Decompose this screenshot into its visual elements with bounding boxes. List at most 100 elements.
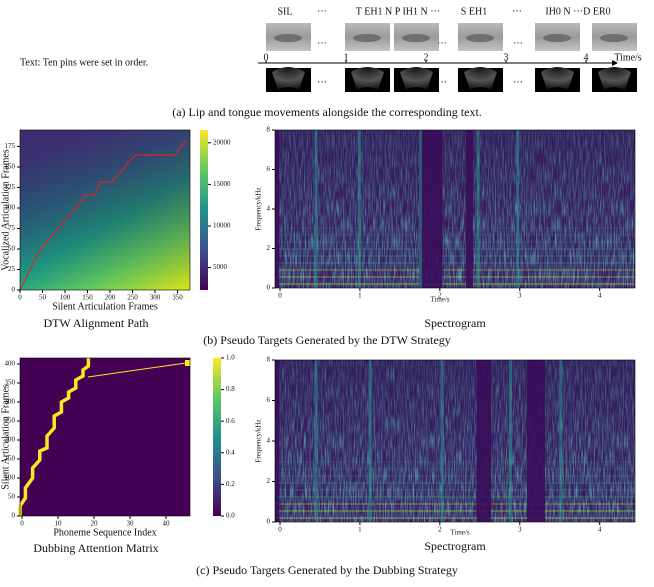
x-tick-label: 1	[358, 292, 362, 300]
onset-streak	[369, 360, 372, 522]
x-tick-label: 0	[18, 294, 22, 302]
y-tick-label: 0	[267, 284, 271, 292]
colorbar-tick-label: 10000	[213, 222, 231, 230]
colorbar-tick-label: 20000	[213, 138, 231, 146]
colorbar-tick-label: 0.8	[226, 385, 235, 393]
figure: Text: Ten pins were set in order. SIL ··· T…	[0, 0, 654, 582]
y-tick-label: 8	[267, 356, 271, 364]
x-tick-label: 1	[358, 526, 362, 534]
caption: (b) Pseudo Targets Generated by the DTW …	[203, 333, 450, 347]
time-tick-label: 1	[344, 52, 349, 63]
x-tick-label: 0	[20, 520, 24, 528]
time-tick-label: 3	[504, 52, 509, 63]
time-axis-label: Time/s	[614, 52, 642, 63]
x-tick-label: 4	[598, 526, 602, 534]
onset-streak	[358, 130, 361, 288]
silence-region	[419, 130, 442, 288]
subtitle: Spectrogram	[424, 316, 486, 330]
tongue-fan	[598, 67, 631, 90]
onset-streak	[441, 360, 444, 522]
image-separator: ···	[437, 38, 447, 49]
phoneme-label: T EH1 N P IH1 N ···	[356, 6, 440, 17]
colorbar-tick-label: 15000	[213, 180, 231, 188]
spectrogram-fade	[275, 130, 635, 288]
x-axis-label: Time/s	[450, 529, 469, 537]
x-axis-label: Phoneme Sequence Index	[53, 527, 156, 538]
lip-mouth	[353, 34, 381, 42]
y-tick-label: 4	[267, 205, 271, 213]
tongue-fan	[400, 67, 433, 90]
x-tick-label: 50	[39, 294, 47, 302]
text-label: Text: Ten pins were set in order.	[20, 57, 148, 68]
colorbar-tick-label: 5000	[213, 263, 228, 271]
phoneme-label: SIL	[278, 6, 293, 17]
tongue-fan	[541, 67, 574, 90]
onset-streak	[559, 360, 562, 522]
y-axis-label: Silent Articulation Frames	[0, 384, 11, 490]
y-tick-label: 4	[267, 437, 271, 445]
phoneme-label: ···	[317, 6, 327, 17]
onset-streak	[315, 360, 318, 522]
phoneme-label: ···	[512, 6, 522, 17]
lip-mouth	[274, 34, 302, 42]
y-tick-label: 2	[267, 244, 271, 252]
x-tick-label: 0	[278, 292, 282, 300]
onset-streak	[477, 130, 480, 288]
attention-end	[185, 360, 190, 366]
colorbar-tick-label: 0.6	[226, 417, 235, 425]
lip-mouth	[402, 34, 430, 42]
heatmap-shade	[20, 130, 190, 290]
spectrogram-fade	[275, 360, 635, 522]
y-tick-label: 0	[267, 518, 271, 526]
silence-region	[275, 130, 279, 288]
image-separator: ···	[513, 38, 523, 49]
tongue-fan	[351, 67, 384, 90]
x-tick-label: 3	[518, 292, 522, 300]
lip-mouth	[543, 34, 571, 42]
y-axis-label: Vocalized Articulation Frames	[0, 149, 11, 271]
x-axis-label: Time/s	[430, 296, 449, 304]
x-axis-label: Silent Articulation Frames	[52, 301, 158, 312]
y-tick-label: 175	[5, 142, 16, 150]
silence-region	[466, 130, 473, 288]
y-tick-label: 6	[267, 165, 271, 173]
y-tick-label: 0	[12, 286, 16, 294]
colorbar	[213, 358, 221, 516]
colorbar-tick-label: 1.0	[226, 354, 235, 362]
x-tick-label: 2	[438, 526, 442, 534]
lip-mouth	[466, 34, 494, 42]
onset-streak	[315, 130, 318, 288]
image-separator: ···	[317, 38, 327, 49]
phoneme-label: IH0 N ···D ER0	[545, 6, 610, 17]
x-tick-label: 350	[172, 294, 183, 302]
subtitle: Dubbing Attention Matrix	[33, 541, 158, 555]
x-tick-label: 3	[518, 526, 522, 534]
image-separator: ···	[437, 77, 447, 88]
colorbar-tick-label: 0.2	[226, 480, 235, 488]
x-tick-label: 0	[278, 526, 282, 534]
caption: (c) Pseudo Targets Generated by the Dubb…	[196, 563, 458, 577]
y-axis-label: Frequency/kHz	[255, 187, 263, 230]
onset-streak	[516, 130, 519, 288]
phoneme-label: S EH1	[461, 6, 487, 17]
colorbar	[200, 130, 208, 290]
onset-streak	[419, 130, 422, 288]
silence-region	[477, 360, 491, 522]
x-tick-label: 40	[163, 520, 171, 528]
subtitle: DTW Alignment Path	[43, 316, 148, 330]
image-separator: ···	[513, 77, 523, 88]
silence-region	[527, 360, 545, 522]
y-axis-label: Frequency/kHz	[255, 419, 263, 462]
colorbar-tick-label: 0.4	[226, 448, 235, 456]
y-tick-label: 50	[8, 493, 16, 501]
tongue-fan	[464, 67, 497, 90]
lip-mouth	[600, 34, 628, 42]
time-tick-label: 0	[264, 52, 269, 63]
y-tick-label: 0	[12, 512, 16, 520]
y-tick-label: 400	[5, 360, 16, 368]
x-tick-label: 4	[598, 292, 602, 300]
tongue-fan	[272, 67, 305, 90]
time-tick-label: 4	[584, 52, 589, 63]
figure-content: Text: Ten pins were set in order. SIL ··· T…	[0, 6, 642, 576]
time-tick-label: 2	[424, 52, 429, 63]
